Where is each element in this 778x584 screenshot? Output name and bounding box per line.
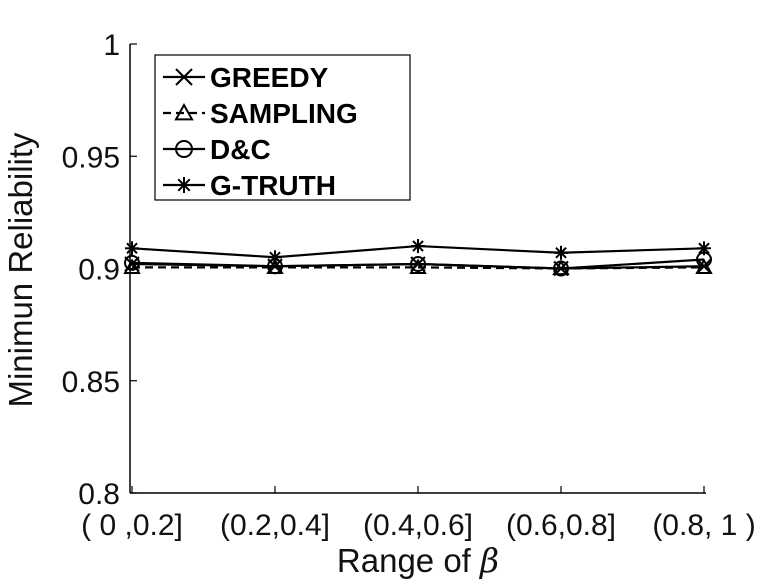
y-tick-label: 0.85 xyxy=(62,366,120,399)
legend-box xyxy=(154,54,411,201)
legend-item: G-TRUTH xyxy=(163,170,336,201)
x-axis-title-text: Range of xyxy=(337,542,480,579)
legend-item: GREEDY xyxy=(163,62,329,93)
x-axis-title-symbol: β xyxy=(478,541,499,580)
x-axis-title: Range of β xyxy=(337,541,499,580)
legend-label: SAMPLING xyxy=(210,98,358,129)
series-line xyxy=(132,266,705,270)
series-g-truth xyxy=(125,239,711,265)
x-tick-label: (0.6,0.8] xyxy=(506,509,616,542)
series-line xyxy=(131,258,705,270)
legend-label: D&C xyxy=(210,134,271,165)
legend-item: D&C xyxy=(163,134,271,165)
legend: GREEDY SAMPLING D&C G-TRUTH xyxy=(154,54,411,201)
x-axis-ticks: ( 0 ,0.2] (0.2,0.4] (0.4,0.6] (0.6,0.8] (0.8… xyxy=(81,486,756,542)
data-point xyxy=(553,260,569,277)
y-tick-label: 0.8 xyxy=(78,478,120,511)
legend-label: G-TRUTH xyxy=(210,170,336,201)
data-point xyxy=(410,256,426,273)
marker-triangle xyxy=(174,102,194,121)
legend-item: SAMPLING xyxy=(163,98,358,129)
series-layer xyxy=(123,239,713,277)
legend-items: GREEDY SAMPLING D&C G-TRUTH xyxy=(163,62,358,201)
marker-x xyxy=(175,68,193,86)
legend-label: GREEDY xyxy=(210,62,329,93)
x-tick-label: ( 0 ,0.2] xyxy=(81,509,183,542)
x-tick-label: (0.8, 1 ) xyxy=(652,509,755,542)
y-tick-label: 0.95 xyxy=(62,141,120,174)
y-tick-label: 0.9 xyxy=(78,254,120,287)
x-tick-label: (0.4,0.6] xyxy=(363,509,473,542)
data-point xyxy=(411,239,425,254)
y-tick-label: 1 xyxy=(103,29,120,62)
data-point xyxy=(554,245,568,260)
data-point xyxy=(125,241,139,256)
y-axis-ticks: 0.8 0.85 0.9 0.95 1 xyxy=(62,29,137,511)
marker-circle xyxy=(175,140,193,158)
data-point xyxy=(124,254,140,271)
data-point xyxy=(123,258,141,274)
data-point xyxy=(268,250,282,265)
marker-star xyxy=(176,177,192,193)
x-tick-label: (0.2,0.4] xyxy=(220,509,330,542)
data-point xyxy=(697,241,711,256)
data-point xyxy=(409,258,427,274)
y-axis-title: Minimun Reliability xyxy=(2,132,39,408)
